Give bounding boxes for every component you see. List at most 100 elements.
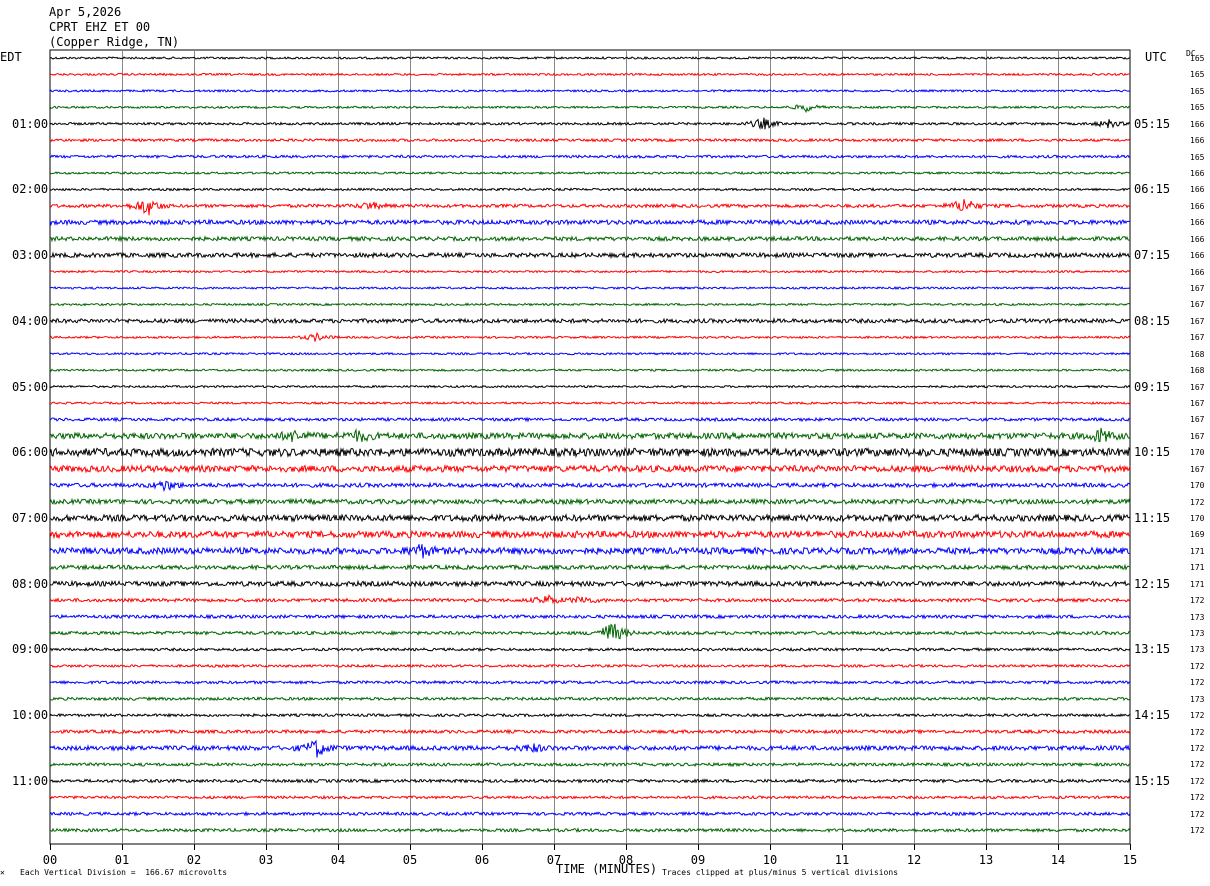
dc-offset-value: 166 <box>1190 234 1205 244</box>
dc-offset-value: 166 <box>1190 136 1205 146</box>
seismic-trace-23 <box>49 427 1131 443</box>
dc-offset-value: 172 <box>1190 497 1205 507</box>
x-tick-label: 13 <box>978 853 994 867</box>
seismic-trace-9 <box>49 199 1131 216</box>
right-hour-label: 10:15 <box>1134 445 1171 460</box>
dc-offset-value: 168 <box>1190 366 1205 376</box>
right-hour-label: 15:15 <box>1134 773 1171 788</box>
x-tick-label: 04 <box>330 853 346 867</box>
dc-offset-value: 167 <box>1190 316 1205 326</box>
seismic-trace-21 <box>49 401 1131 406</box>
seismic-trace-20 <box>49 384 1131 389</box>
x-tick-label: 14 <box>1050 853 1066 867</box>
x-tick-label: 07 <box>546 853 562 867</box>
seismic-trace-14 <box>49 286 1131 291</box>
dc-offset-value: 168 <box>1190 349 1205 359</box>
x-tick-label: 00 <box>42 853 58 867</box>
seismic-trace-10 <box>49 218 1131 227</box>
left-hour-label: 09:00 <box>12 642 49 657</box>
x-tick-label: 06 <box>474 853 490 867</box>
seismic-trace-24 <box>49 446 1131 459</box>
x-tick-label: 02 <box>186 853 202 867</box>
x-tick-label: 03 <box>258 853 274 867</box>
seismic-trace-0 <box>49 55 1131 60</box>
dc-offset-value: 166 <box>1190 201 1205 211</box>
dc-offset-value: 166 <box>1190 119 1205 129</box>
seismic-trace-18 <box>49 351 1131 356</box>
right-hour-label: 14:15 <box>1134 708 1171 723</box>
seismic-trace-26 <box>49 480 1131 493</box>
seismic-trace-45 <box>49 794 1131 800</box>
dc-offset-value: 171 <box>1190 563 1205 573</box>
station-code: CPRT EHZ ET 00 <box>49 20 151 34</box>
seismic-trace-8 <box>49 187 1130 192</box>
dc-offset-value: 167 <box>1190 415 1205 425</box>
seismic-trace-47 <box>49 827 1131 834</box>
dc-offset-value: 169 <box>1190 530 1205 540</box>
right-timezone-label: UTC <box>1145 50 1167 64</box>
x-tick-label: 01 <box>114 853 130 867</box>
dc-offset-value: 172 <box>1190 744 1205 754</box>
seismic-trace-33 <box>49 594 1131 605</box>
seismic-trace-15 <box>49 302 1131 307</box>
seismic-trace-17 <box>49 331 1131 342</box>
dc-offset-value: 173 <box>1190 645 1205 655</box>
dc-offset-value: 173 <box>1190 629 1205 639</box>
dc-offset-value: 165 <box>1190 86 1205 96</box>
dc-offset-value: 167 <box>1190 399 1205 409</box>
seismic-trace-6 <box>49 154 1131 160</box>
dc-offset-value: 165 <box>1190 70 1205 80</box>
seismic-trace-27 <box>49 497 1131 506</box>
seismic-trace-43 <box>49 761 1131 768</box>
seismic-trace-22 <box>49 416 1131 423</box>
seismic-trace-2 <box>49 88 1131 93</box>
seismic-trace-40 <box>49 712 1131 718</box>
dc-offset-value: 172 <box>1190 760 1205 770</box>
dc-offset-value: 166 <box>1190 169 1205 178</box>
dc-offset-value: 170 <box>1190 514 1205 524</box>
seismic-trace-42 <box>49 739 1131 758</box>
plot-frame <box>49 49 1131 845</box>
left-hour-label: 10:00 <box>12 708 49 723</box>
left-hour-label: 06:00 <box>12 445 49 460</box>
seismic-trace-31 <box>49 563 1131 572</box>
dc-offset-value: 171 <box>1190 579 1205 589</box>
dc-offset-value: 170 <box>1190 448 1205 458</box>
left-timezone-label: EDT <box>0 50 22 64</box>
right-hour-label: 08:15 <box>1134 313 1171 328</box>
dc-offset-value: 173 <box>1190 694 1205 704</box>
dc-offset-value: 167 <box>1190 431 1205 441</box>
right-hour-label: 13:15 <box>1134 642 1171 657</box>
seismic-trace-16 <box>49 317 1131 325</box>
left-hour-label: 05:00 <box>12 379 49 394</box>
seismic-trace-36 <box>49 646 1131 653</box>
left-hour-label: 07:00 <box>12 511 49 526</box>
seismic-trace-4 <box>49 117 1131 131</box>
seismic-trace-32 <box>49 579 1131 588</box>
x-tick-label: 12 <box>906 853 922 867</box>
dc-column-header: DC <box>1186 49 1196 58</box>
dc-offset-value: 165 <box>1190 54 1205 63</box>
x-tick-label: 10 <box>762 853 778 867</box>
seismic-trace-29 <box>49 529 1131 540</box>
seismic-trace-34 <box>49 613 1131 620</box>
dc-offset-value: 166 <box>1190 185 1205 195</box>
x-tick-label: 08 <box>618 853 634 867</box>
dc-offset-value: 165 <box>1190 103 1205 113</box>
corner-mark: ✕ <box>0 868 5 877</box>
dc-offset-value: 165 <box>1190 152 1205 162</box>
x-axis-title: TIME (MINUTES) <box>556 862 658 876</box>
left-hour-label: 04:00 <box>12 313 49 328</box>
dc-offset-value: 166 <box>1190 251 1205 261</box>
seismic-trace-5 <box>49 137 1131 143</box>
dc-offset-value: 167 <box>1190 300 1205 310</box>
seismic-trace-35 <box>49 623 1131 640</box>
clip-note: Traces clipped at plus/minus 5 vertical … <box>662 868 899 877</box>
dc-offset-value: 172 <box>1190 661 1205 671</box>
left-hour-label: 02:00 <box>12 182 49 197</box>
dc-offset-value: 172 <box>1190 826 1205 836</box>
right-hour-label: 06:15 <box>1134 182 1171 197</box>
seismic-trace-28 <box>49 512 1131 523</box>
seismic-trace-30 <box>49 544 1131 559</box>
